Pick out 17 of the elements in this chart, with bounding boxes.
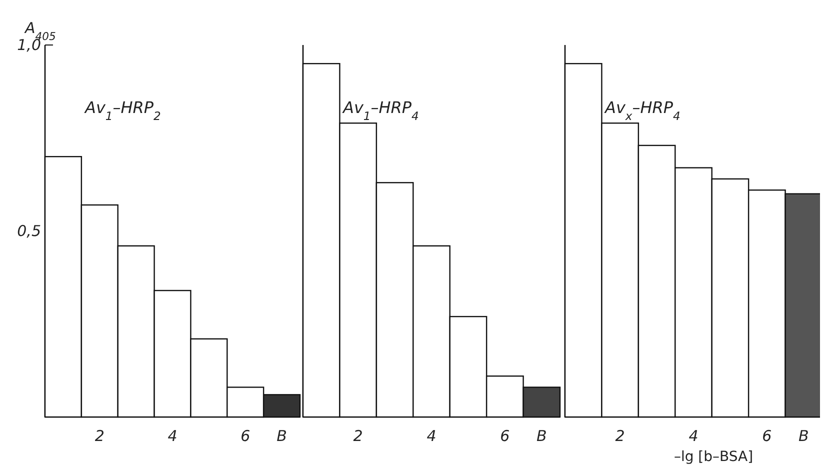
x-tick-label: 2: [94, 427, 104, 445]
x-tick-label: 4: [688, 427, 698, 445]
x-tick-label: 2: [353, 427, 363, 445]
x-tick-label: B: [276, 427, 287, 445]
x-tick-label: 4: [168, 427, 178, 445]
text: Av$_{x}$–HRP$_{4}$: [604, 98, 680, 123]
text: Av$_{1}$–HRP$_{2}$: [84, 98, 161, 123]
x-tick-label: 6: [500, 427, 510, 445]
x-tick-label: 4: [426, 427, 436, 445]
x-tick-label: 2: [615, 427, 625, 445]
x-tick-label: 6: [240, 427, 250, 445]
text: Av$_{1}$–HRP$_{4}$: [342, 98, 419, 123]
x-axis-title: –lg [b–BSA]: [674, 449, 754, 465]
y-tick-label: 0,5: [17, 222, 41, 240]
x-tick-label: B: [798, 427, 809, 445]
x-tick-label: 6: [762, 427, 772, 445]
x-tick-label: B: [536, 427, 547, 445]
